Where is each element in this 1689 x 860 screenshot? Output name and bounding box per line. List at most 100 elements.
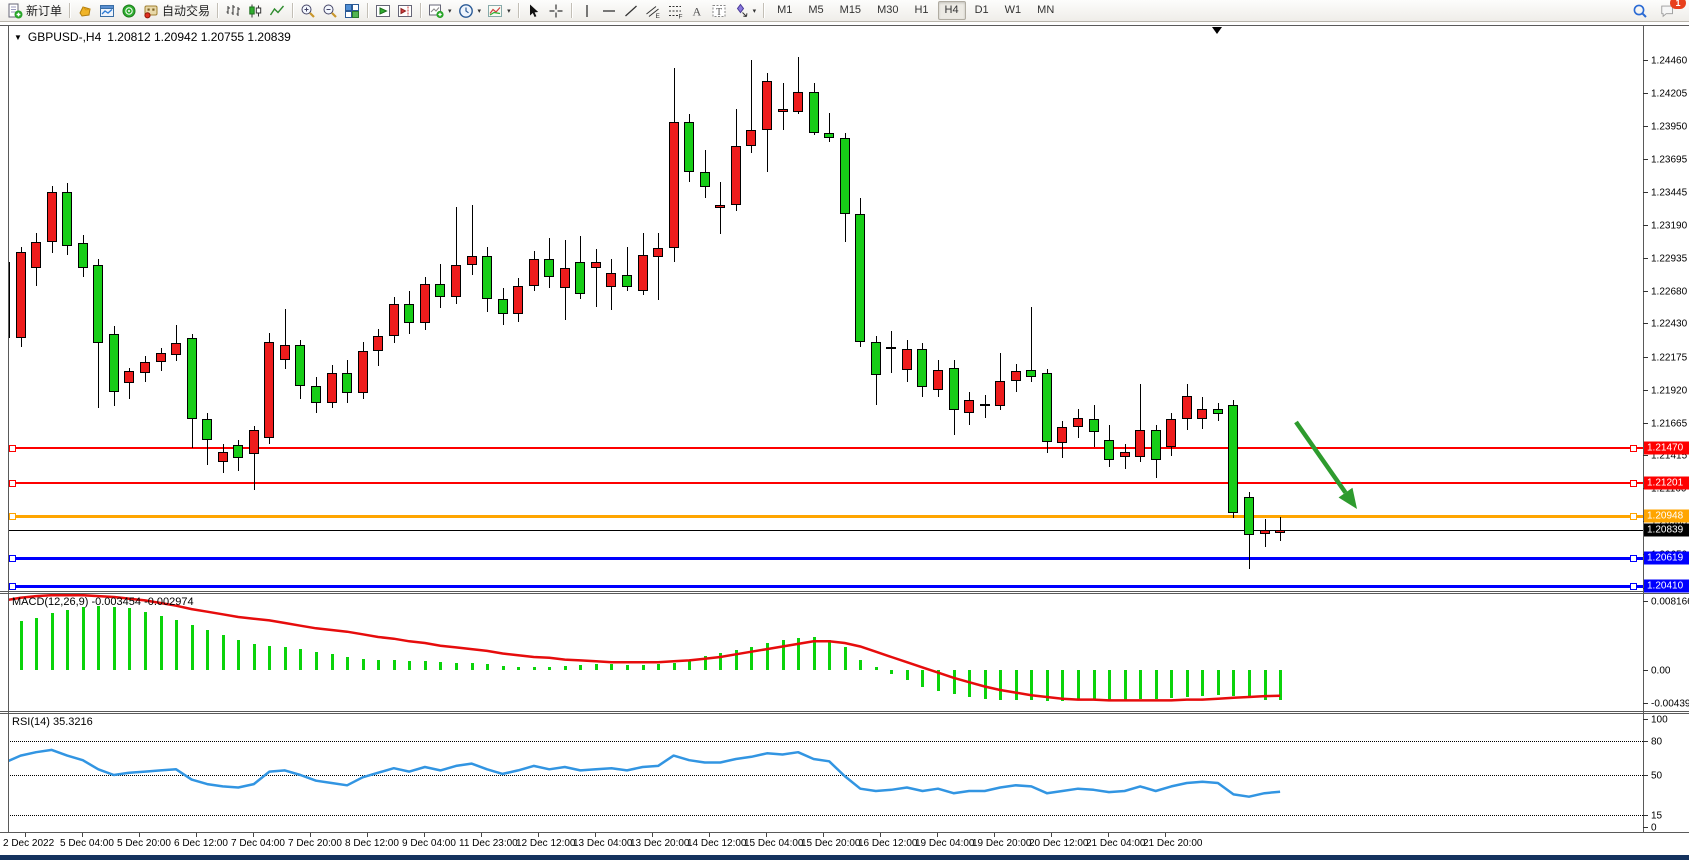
candle-bearish	[684, 122, 694, 172]
candle-bearish	[809, 92, 819, 133]
candle-bullish	[933, 370, 943, 390]
new-chart-button[interactable]: ▾	[425, 1, 455, 21]
autotrading-button[interactable]: 自动交易	[140, 1, 213, 21]
candle-wick	[891, 331, 892, 373]
timeframe-button-d1[interactable]: D1	[974, 4, 989, 16]
candle-bearish	[949, 368, 959, 410]
market-watch-button[interactable]	[118, 1, 140, 21]
crosshair-button[interactable]	[545, 1, 567, 21]
timeframe-button-m15[interactable]: M15	[839, 4, 862, 16]
charts-window-button[interactable]	[96, 1, 118, 21]
search-button[interactable]	[1629, 1, 1651, 21]
line-endpoint-marker[interactable]	[9, 480, 16, 487]
chevron-down-icon[interactable]: ▾	[448, 7, 452, 15]
macd-histogram-bar	[828, 639, 831, 670]
chevron-down-icon[interactable]: ▾	[752, 7, 757, 15]
line-endpoint-marker[interactable]	[9, 583, 16, 590]
macd-pane[interactable]	[8, 594, 1643, 711]
axis-tick-label: 50	[1651, 770, 1663, 781]
candle-bullish	[715, 205, 725, 208]
candle-bearish	[1244, 497, 1254, 535]
new-order-button-label: 新订单	[26, 4, 63, 18]
macd-rsi-separator[interactable]	[0, 711, 1689, 712]
chevron-down-icon[interactable]: ▾	[477, 7, 482, 15]
timeframe-button-h1[interactable]: H1	[914, 4, 929, 16]
toolbar-separator	[763, 3, 765, 18]
trendline-button[interactable]	[620, 1, 642, 21]
tile-windows-button[interactable]	[341, 1, 363, 21]
timeframe-button-m30[interactable]: M30	[877, 4, 899, 16]
equidistant-channel-button[interactable]: E	[642, 1, 664, 21]
timeframe-button-mn[interactable]: MN	[1037, 4, 1055, 16]
vertical-line-button[interactable]	[576, 1, 598, 21]
auto-scroll-button[interactable]	[372, 1, 394, 21]
macd-histogram-bar	[859, 659, 862, 670]
chart-shift-button[interactable]	[394, 1, 416, 21]
rsi-pane[interactable]	[8, 714, 1643, 832]
timeframe-button-m1[interactable]: M1	[777, 4, 793, 16]
candle-bullish	[762, 81, 772, 130]
date-axis-label: 20 Dec 12:00	[1029, 838, 1089, 849]
candle-wick	[1031, 307, 1032, 382]
periods-button[interactable]: ▾	[455, 1, 485, 21]
channel-icon: E	[645, 5, 660, 19]
horizontal-level-line[interactable]	[8, 447, 1643, 449]
level-price-label: 1.21201	[1644, 476, 1689, 490]
indicators-button[interactable]: ▾	[484, 1, 514, 21]
candlestick-chart-button[interactable]	[244, 1, 266, 21]
horizontal-level-line[interactable]	[8, 585, 1643, 588]
line-endpoint-marker[interactable]	[1630, 555, 1637, 562]
timeframe-button-h4[interactable]: H4	[937, 1, 966, 20]
line-endpoint-marker[interactable]	[1630, 445, 1637, 452]
text-button[interactable]: A	[686, 1, 708, 21]
timeframe-button-w1[interactable]: W1	[1004, 4, 1022, 16]
toolbar-buttons: 新订单 自动交易 ▾ ▾ ▾ E F A T ▾	[4, 1, 768, 21]
line-endpoint-marker[interactable]	[9, 445, 16, 452]
fibonacci-button[interactable]: F	[664, 1, 686, 21]
current-price-line[interactable]	[8, 530, 1643, 531]
main-price-chart[interactable]	[8, 26, 1643, 591]
candle-bullish	[1166, 419, 1176, 447]
symbols-button[interactable]	[74, 1, 96, 21]
main-macd-separator[interactable]	[0, 591, 1689, 592]
cursor-button[interactable]	[523, 1, 545, 21]
zoom-out-button[interactable]	[319, 1, 341, 21]
axis-tick-label: 1.21665	[1651, 418, 1688, 429]
bar-chart-button[interactable]	[222, 1, 244, 21]
date-axis-tick	[538, 833, 539, 837]
candle-bullish	[249, 430, 259, 454]
line-endpoint-marker[interactable]	[1630, 583, 1637, 590]
horizontal-line-button[interactable]	[598, 1, 620, 21]
timeframe-button-m5[interactable]: M5	[808, 4, 824, 16]
horizontal-level-line[interactable]	[8, 515, 1643, 518]
line-endpoint-marker[interactable]	[9, 555, 16, 562]
line-endpoint-marker[interactable]	[1630, 480, 1637, 487]
macd-histogram-bar	[144, 611, 147, 670]
text-label-button[interactable]: T	[708, 1, 730, 21]
down-arrow-annotation[interactable]	[1276, 406, 1386, 536]
zoom-in-button[interactable]	[297, 1, 319, 21]
macd-histogram-bar	[253, 643, 256, 670]
chevron-down-icon[interactable]: ▾	[507, 7, 511, 15]
axis-tick-label: 1.22935	[1651, 253, 1688, 264]
chart-shift-marker-icon[interactable]	[1212, 27, 1222, 34]
horizontal-level-line[interactable]	[8, 557, 1643, 560]
chat-button[interactable]: 1	[1657, 0, 1686, 21]
candle-bullish	[1120, 452, 1130, 457]
line-endpoint-marker[interactable]	[9, 513, 16, 520]
hline-icon	[602, 9, 615, 12]
candle-bullish	[451, 265, 461, 297]
axis-tick	[1643, 670, 1648, 671]
line-endpoint-marker[interactable]	[1630, 513, 1637, 520]
new-order-button[interactable]: 新订单	[4, 1, 65, 21]
arrows-button[interactable]: ▾	[730, 1, 760, 21]
candle-bullish	[1260, 530, 1270, 534]
line-chart-button[interactable]	[266, 1, 288, 21]
date-axis-tick	[823, 833, 824, 837]
horizontal-level-line[interactable]	[8, 482, 1643, 484]
date-axis-tick	[595, 833, 596, 837]
chart-shift-icon	[398, 4, 413, 17]
macd-histogram-bar	[315, 651, 318, 670]
candle-bearish	[1042, 373, 1052, 442]
chart-collapse-icon[interactable]: ▼	[14, 32, 22, 42]
